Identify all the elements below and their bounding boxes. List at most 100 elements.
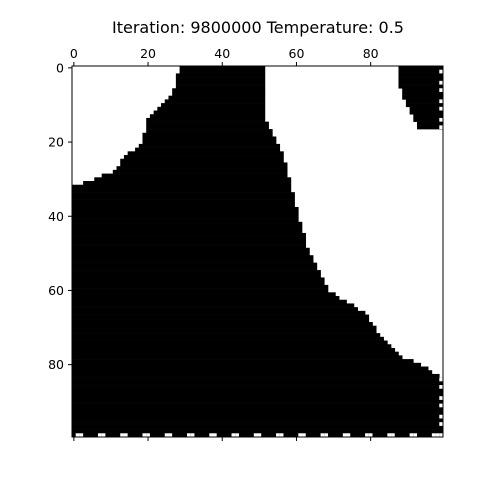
border-spin-up-cell (439, 117, 443, 122)
down-spin-run (72, 199, 295, 204)
down-spin-run (175, 73, 266, 78)
down-spin-run (72, 399, 444, 404)
down-spin-run (138, 143, 281, 148)
down-spin-run (72, 277, 325, 282)
down-spin-run (72, 429, 444, 434)
down-spin-run (72, 221, 303, 226)
down-spin-run (146, 117, 266, 122)
down-spin-run (72, 247, 310, 252)
down-spin-patch-run (409, 110, 444, 115)
down-spin-run (72, 355, 403, 360)
border-spin-up-cell (209, 433, 213, 437)
down-spin-run (72, 366, 429, 371)
down-spin-run (72, 377, 444, 382)
border-spin-up-cell (439, 125, 443, 130)
down-spin-run (175, 80, 266, 85)
down-spin-run (172, 88, 266, 93)
border-spin-up-cell (235, 433, 239, 437)
border-spin-up-cell (439, 377, 443, 382)
down-spin-run (72, 351, 399, 356)
down-spin-run (72, 218, 299, 223)
down-spin-run (127, 151, 284, 156)
lattice-heatmap (72, 66, 444, 438)
down-spin-run (120, 158, 284, 163)
border-spin-up-cell (439, 155, 443, 159)
down-spin-run (72, 273, 321, 278)
down-spin-run (116, 166, 288, 171)
down-spin-run (72, 307, 358, 312)
down-spin-patch-run (402, 95, 444, 100)
x-tick-label: 20 (140, 46, 156, 61)
down-spin-run (101, 173, 288, 178)
border-spin-up-cell (439, 255, 443, 259)
down-spin-run (72, 340, 388, 345)
down-spin-patch-run (398, 66, 444, 71)
down-spin-run (72, 373, 440, 378)
down-spin-run (72, 284, 329, 289)
down-spin-run (72, 292, 336, 297)
y-tick-label: 0 (56, 60, 64, 75)
down-spin-run (149, 114, 266, 119)
down-spin-run (164, 99, 266, 104)
down-spin-patch-run (417, 121, 444, 126)
down-spin-run (72, 266, 318, 271)
border-spin-up-cell (439, 292, 443, 297)
down-spin-run (72, 310, 366, 315)
down-spin-run (175, 77, 266, 82)
down-spin-patch-run (398, 84, 444, 89)
border-spin-up-cell (120, 433, 124, 437)
down-spin-run (72, 251, 310, 256)
down-spin-run (72, 296, 340, 301)
down-spin-run (146, 125, 269, 130)
down-spin-run (72, 407, 444, 412)
x-tick-label: 0 (70, 46, 78, 61)
border-spin-up-cell (439, 329, 443, 334)
down-spin-run (72, 240, 307, 245)
down-spin-run (72, 381, 444, 386)
down-spin-run (72, 255, 314, 260)
y-tick-label: 60 (48, 283, 64, 298)
down-spin-patch-run (398, 80, 444, 85)
x-axis-top: 0 20 40 60 80 (70, 46, 379, 66)
border-spin-up-cell (439, 192, 443, 196)
down-spin-run (123, 155, 284, 160)
border-spin-up-cell (123, 433, 128, 437)
border-spin-up-cell (387, 433, 392, 437)
down-spin-run (168, 95, 266, 100)
plot-frame (71, 65, 444, 438)
border-spin-up-cell (302, 433, 306, 437)
down-spin-patch-run (398, 69, 444, 74)
border-spin-up-cell (187, 433, 191, 437)
border-spin-up-cell (409, 433, 414, 437)
border-spin-up-cell (413, 433, 418, 437)
border-spin-up-cell (439, 266, 443, 271)
border-spin-up-cell (146, 433, 150, 437)
down-spin-run (120, 162, 288, 167)
border-spin-up-cell (439, 414, 443, 419)
border-spin-up-cell (439, 181, 443, 185)
down-spin-run (72, 414, 444, 419)
border-spin-up-cell (79, 433, 84, 437)
border-spin-up-cell (439, 143, 443, 148)
border-spin-up-cell (439, 422, 443, 426)
down-spin-run (72, 325, 377, 330)
down-spin-run (72, 244, 307, 249)
down-spin-run (72, 184, 292, 189)
chart-title: Iteration: 9800000 Temperature: 0.5 (112, 18, 404, 37)
down-spin-run (72, 270, 321, 275)
down-spin-run (72, 388, 444, 393)
down-spin-run (94, 177, 292, 182)
border-spin-up-cell (75, 433, 80, 437)
border-spin-up-cell (439, 273, 443, 278)
down-spin-run (72, 258, 314, 263)
down-spin-run (175, 84, 266, 89)
border-spin-up-cell (320, 433, 325, 437)
down-spin-run (72, 359, 414, 364)
border-spin-up-cell (391, 433, 395, 437)
border-spin-up-cell (431, 433, 436, 437)
down-spin-patch-run (402, 91, 444, 96)
down-spin-run (72, 347, 396, 352)
down-spin-run (72, 281, 325, 286)
border-spin-up-cell (439, 229, 443, 233)
down-spin-run (146, 129, 273, 134)
